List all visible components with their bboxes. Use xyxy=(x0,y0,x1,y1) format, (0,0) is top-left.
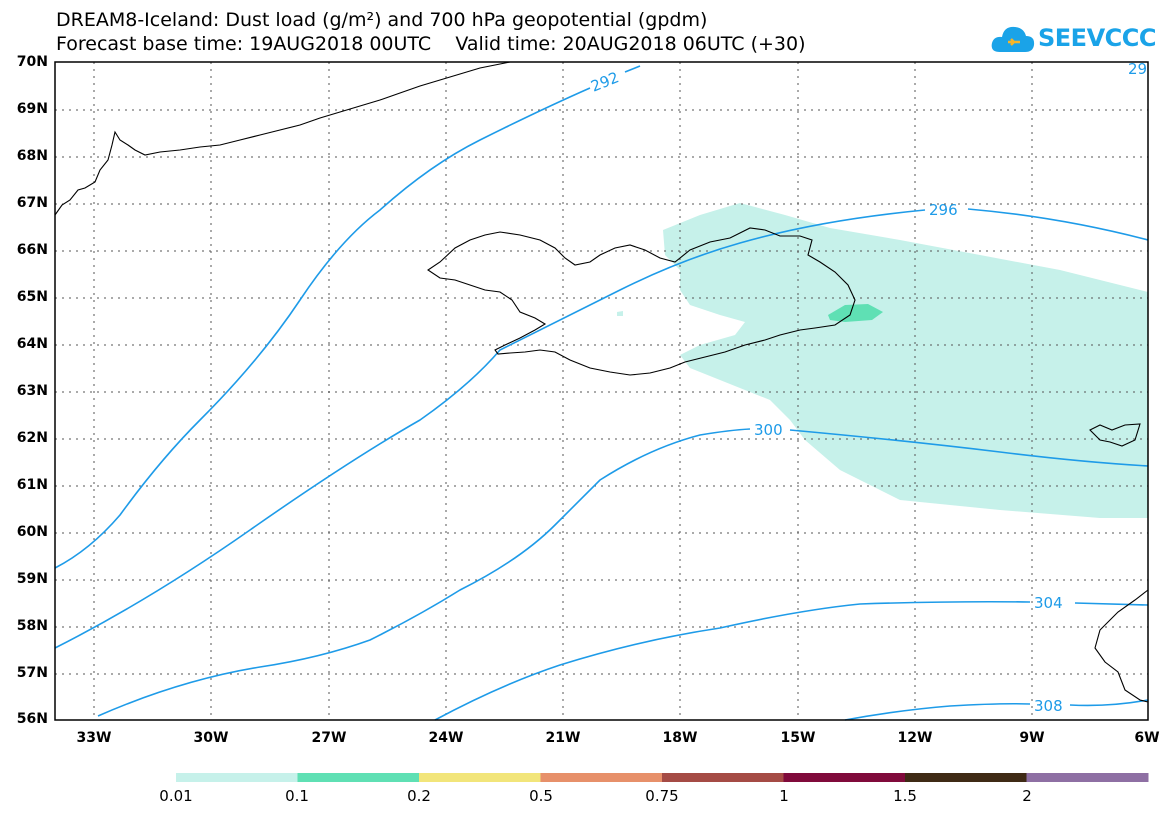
lat-label: 61N xyxy=(16,477,48,493)
contour-292-tail xyxy=(624,65,641,73)
lat-label: 65N xyxy=(16,289,48,305)
colorbar-label: 0.1 xyxy=(285,787,309,805)
contour-304 xyxy=(434,600,1031,721)
lon-label: 27W xyxy=(311,730,347,746)
seevccc-logo: SEEVCCC xyxy=(990,18,1157,62)
dust-region-light xyxy=(663,203,1148,518)
contour-label: 29 xyxy=(1128,60,1147,78)
contour-label: 292 xyxy=(588,68,621,95)
lat-label: 70N xyxy=(16,54,48,70)
contour-296-right xyxy=(967,208,1149,241)
colorbar-label: 1 xyxy=(779,787,789,805)
lat-label: 63N xyxy=(16,383,48,399)
lat-label: 62N xyxy=(16,430,48,446)
lon-label: 18W xyxy=(662,730,698,746)
lat-label: 60N xyxy=(16,524,48,540)
contour-300 xyxy=(97,428,751,717)
lon-label: 30W xyxy=(193,730,229,746)
lon-label: 21W xyxy=(545,730,581,746)
colorbar-label: 1.5 xyxy=(893,787,917,805)
lon-label: 9W xyxy=(1019,730,1045,746)
greenland-coast xyxy=(54,61,511,216)
lat-label: 57N xyxy=(16,665,48,681)
lat-label: 59N xyxy=(16,571,48,587)
lat-label: 64N xyxy=(16,336,48,352)
cloud-icon xyxy=(991,26,1035,52)
lon-label: 15W xyxy=(780,730,816,746)
lon-label: 24W xyxy=(428,730,464,746)
map-subtitle: Forecast base time: 19AUG2018 00UTC Vali… xyxy=(56,33,806,55)
colorbar-label: 0.2 xyxy=(407,787,431,805)
contour-292 xyxy=(54,87,591,569)
lat-label: 58N xyxy=(16,618,48,634)
logo-text: SEEVCCC xyxy=(1038,24,1157,52)
map-frame xyxy=(54,61,1149,721)
lat-label: 56N xyxy=(16,711,48,727)
map-title: DREAM8-Iceland: Dust load (g/m²) and 700… xyxy=(56,9,708,31)
lat-label: 68N xyxy=(16,148,48,164)
contour-308 xyxy=(844,702,1031,721)
grid-lines xyxy=(55,62,1148,720)
dust-region-medium xyxy=(828,304,883,322)
faroe-coast xyxy=(1089,423,1141,447)
dust-spot xyxy=(617,311,623,316)
lon-label: 12W xyxy=(897,730,933,746)
contour-label: 300 xyxy=(754,421,783,439)
colorbar-label: 0.01 xyxy=(159,787,193,805)
lon-label: 6W xyxy=(1134,730,1160,746)
contour-300-right xyxy=(789,429,1149,467)
contour-label: 296 xyxy=(929,201,958,219)
contour-label: 308 xyxy=(1034,697,1063,715)
lat-label: 67N xyxy=(16,195,48,211)
contour-308-right xyxy=(1069,699,1149,707)
contour-label: 304 xyxy=(1034,594,1063,612)
colorbar-label: 2 xyxy=(1022,787,1032,805)
colorbar-label: 0.5 xyxy=(529,787,553,805)
lat-label: 66N xyxy=(16,242,48,258)
lon-label: 33W xyxy=(76,730,112,746)
scotland-coast xyxy=(1094,589,1149,703)
lat-label: 69N xyxy=(16,101,48,117)
colorbar-label: 0.75 xyxy=(645,787,679,805)
contour-304-right xyxy=(1074,602,1149,606)
contour-296 xyxy=(54,209,926,649)
iceland-coast xyxy=(427,227,856,376)
